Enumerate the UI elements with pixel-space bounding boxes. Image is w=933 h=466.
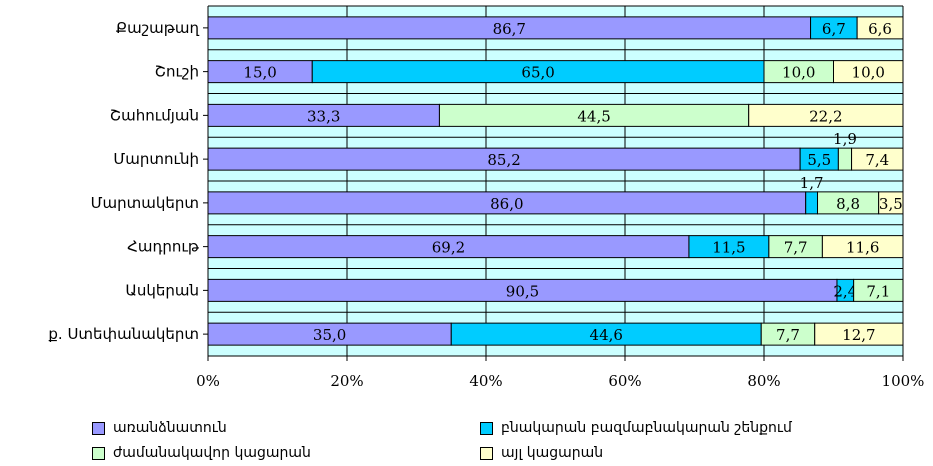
data-label: 7,4 (865, 151, 889, 169)
legend-swatch-3 (480, 446, 493, 460)
legend-swatch-1 (480, 421, 493, 435)
x-tick-label: 0% (196, 372, 220, 390)
data-label: 35,0 (313, 326, 346, 344)
category-label: Ասկերան (125, 281, 199, 299)
legend-label-2: ժամանակավոր կացարան (113, 445, 311, 461)
legend-item-3: այլ կացարան (480, 445, 603, 461)
data-label: 6,7 (822, 20, 846, 38)
data-label: 2,4 (833, 282, 857, 300)
data-label: 86,0 (490, 195, 523, 213)
legend-label-0: առանձնատուն (113, 420, 227, 436)
x-tick-label: 20% (330, 372, 363, 390)
data-label: 44,5 (577, 107, 610, 125)
data-label: 44,6 (590, 326, 623, 344)
data-label: 12,7 (842, 326, 875, 344)
bar-segment (853, 278, 904, 302)
data-label: 7,1 (866, 282, 890, 300)
bar-segment (878, 191, 904, 215)
stacked-bar-chart: Քաշաթաղ 86,7 6,7 6,6 Շուշի 15,0 65,0 10,0 10,0 Շա… (48, 5, 925, 390)
category-label: Մարտունի (113, 150, 199, 168)
data-label: 69,2 (432, 239, 465, 257)
data-label: 10,0 (782, 64, 815, 82)
data-label: 11,6 (846, 239, 879, 257)
bar-segment (821, 235, 904, 259)
data-label: 86,7 (493, 20, 526, 38)
data-label: 1,7 (800, 174, 824, 192)
data-label: 7,7 (784, 239, 808, 257)
data-label: 11,5 (712, 239, 745, 257)
data-label: 3,5 (879, 195, 903, 213)
data-label: 15,0 (243, 64, 276, 82)
data-label: 5,5 (807, 151, 831, 169)
bar-segment (748, 103, 904, 127)
x-tick-label: 40% (469, 372, 502, 390)
bar-segment (814, 322, 904, 346)
category-label: Մարտակերտ (91, 194, 199, 212)
x-tick-label: 60% (608, 372, 641, 390)
category-label: Քաշաթաղ (116, 19, 200, 37)
legend-swatch-2 (92, 446, 105, 460)
data-label: 7,7 (776, 326, 800, 344)
data-label: 8,8 (836, 195, 860, 213)
legend-label-3: այլ կացարան (501, 445, 604, 461)
bar-segment (856, 16, 904, 40)
bar-segment (837, 147, 853, 171)
bar-segment (805, 191, 819, 215)
data-label: 85,2 (487, 151, 520, 169)
data-label: 6,6 (868, 20, 892, 38)
legend-label-1: բնակարան բազմաբնակարան շենքում (501, 420, 792, 436)
legend-item-0: առանձնատուն (92, 420, 227, 436)
data-label: 33,3 (307, 107, 340, 125)
bar-segment (833, 60, 904, 84)
data-label: 90,5 (506, 282, 539, 300)
legend-item-1: բնակարան բազմաբնակարան շենքում (480, 420, 792, 436)
data-label: 65,0 (521, 64, 554, 82)
x-tick-label: 80% (747, 372, 780, 390)
category-label: Շահումյան (110, 106, 199, 124)
data-label: 22,2 (809, 107, 842, 125)
data-label: 10,0 (852, 64, 885, 82)
legend-swatch-0 (92, 421, 105, 435)
category-label: Հադրութ (127, 238, 200, 256)
category-label: Շուշի (155, 63, 199, 81)
x-tick-label: 100% (882, 372, 925, 390)
data-label: 1,9 (833, 130, 857, 148)
category-label: ք. Ստեփանակերտ (48, 325, 199, 343)
legend-item-2: ժամանակավոր կացարան (92, 445, 311, 461)
bar-segment (851, 147, 904, 171)
